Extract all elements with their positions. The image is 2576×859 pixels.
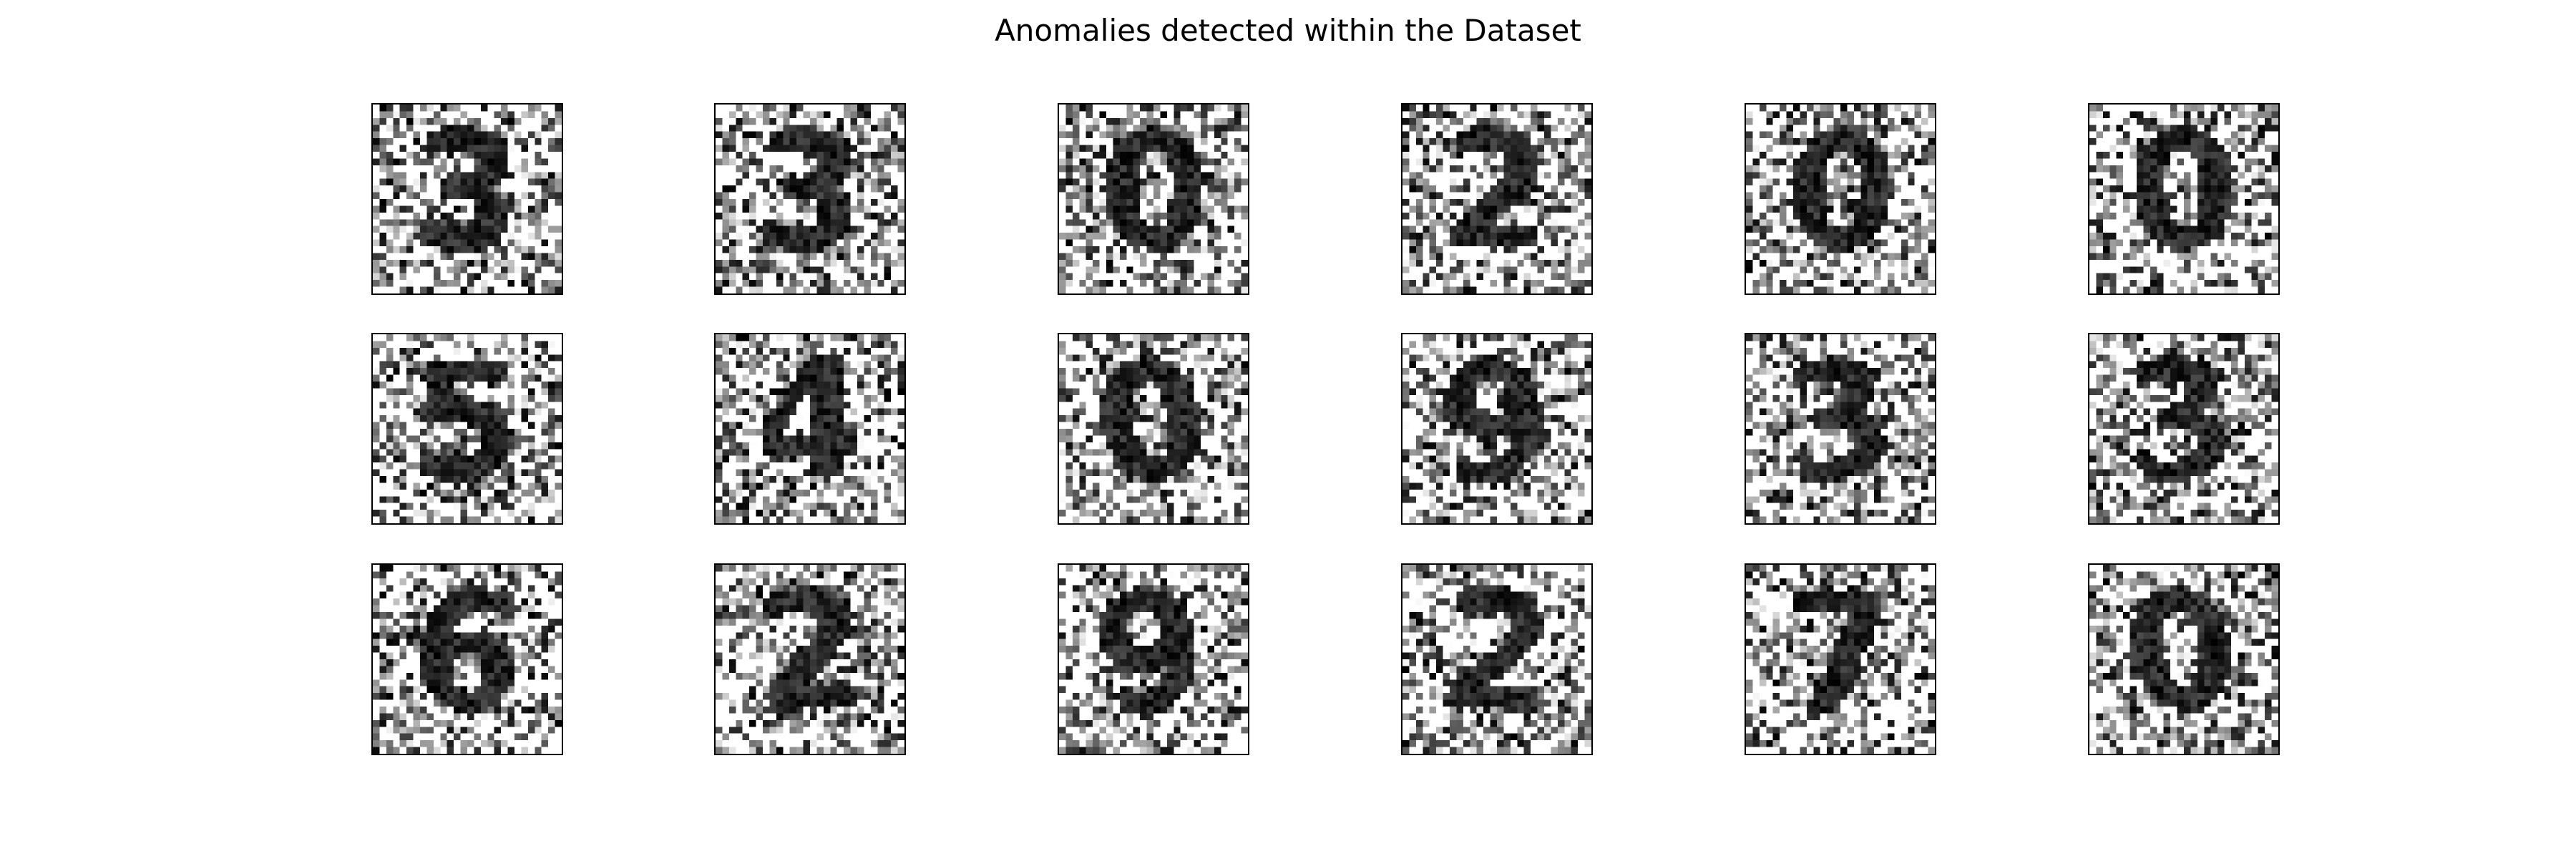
noisy-digit-image bbox=[1746, 334, 1935, 523]
anomaly-image-panel bbox=[1058, 333, 1249, 525]
anomaly-image-panel bbox=[1745, 103, 1936, 295]
anomaly-image-panel bbox=[1401, 333, 1593, 525]
anomaly-image-panel bbox=[714, 563, 906, 755]
noisy-digit-image bbox=[373, 334, 562, 523]
anomaly-image-panel bbox=[1058, 563, 1249, 755]
noisy-digit-image bbox=[1402, 105, 1591, 293]
noisy-digit-image bbox=[716, 565, 904, 754]
anomaly-image-panel bbox=[371, 563, 563, 755]
anomaly-image-panel bbox=[2088, 103, 2280, 295]
noisy-digit-image bbox=[2089, 334, 2278, 523]
anomaly-image-panel bbox=[371, 333, 563, 525]
anomaly-image-panel bbox=[1745, 563, 1936, 755]
anomaly-image-panel bbox=[371, 103, 563, 295]
anomaly-image-panel bbox=[714, 103, 906, 295]
noisy-digit-image bbox=[716, 334, 904, 523]
noisy-digit-image bbox=[373, 105, 562, 293]
noisy-digit-image bbox=[1059, 334, 1248, 523]
figure-title: Anomalies detected within the Dataset bbox=[995, 13, 1581, 48]
noisy-digit-image bbox=[1059, 105, 1248, 293]
noisy-digit-image bbox=[1746, 105, 1935, 293]
anomaly-image-panel bbox=[2088, 333, 2280, 525]
noisy-digit-image bbox=[1402, 334, 1591, 523]
noisy-digit-image bbox=[2089, 565, 2278, 754]
noisy-digit-image bbox=[373, 565, 562, 754]
anomaly-image-panel bbox=[2088, 563, 2280, 755]
noisy-digit-image bbox=[1059, 565, 1248, 754]
noisy-digit-image bbox=[1402, 565, 1591, 754]
anomaly-image-panel bbox=[1401, 563, 1593, 755]
noisy-digit-image bbox=[716, 105, 904, 293]
anomaly-image-panel bbox=[714, 333, 906, 525]
anomaly-image-panel bbox=[1745, 333, 1936, 525]
anomaly-image-panel bbox=[1058, 103, 1249, 295]
anomaly-image-panel bbox=[1401, 103, 1593, 295]
noisy-digit-image bbox=[2089, 105, 2278, 293]
noisy-digit-image bbox=[1746, 565, 1935, 754]
